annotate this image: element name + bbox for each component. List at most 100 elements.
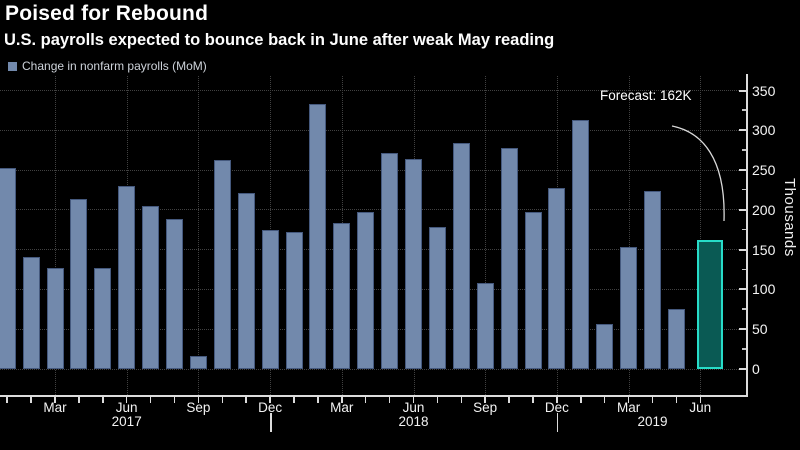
x-axis-month-label: Mar bbox=[43, 400, 67, 415]
bar-mar-2019 bbox=[620, 247, 638, 369]
x-axis-month-label: Jun bbox=[402, 400, 425, 415]
y-axis-tick-label: 350 bbox=[752, 82, 776, 99]
bar-oct-2018 bbox=[500, 147, 518, 369]
x-axis-tick bbox=[603, 397, 606, 403]
y-axis-minor-tick bbox=[742, 228, 746, 231]
bar-feb-2017 bbox=[22, 256, 40, 369]
x-axis-tick bbox=[556, 397, 558, 403]
bar-nov-2018 bbox=[524, 212, 542, 369]
x-axis-tick bbox=[460, 397, 463, 403]
x-axis-month-label: Mar bbox=[616, 400, 641, 415]
y-axis-tick-label: 150 bbox=[752, 241, 776, 258]
h-gridline bbox=[0, 209, 743, 211]
h-gridline bbox=[0, 129, 743, 131]
y-axis-tick bbox=[739, 248, 746, 251]
y-axis-tick bbox=[739, 328, 746, 331]
y-axis-minor-tick bbox=[742, 149, 746, 151]
legend-swatch-icon bbox=[8, 61, 17, 71]
bar-dec-2018 bbox=[548, 187, 566, 369]
y-axis-line bbox=[746, 74, 748, 397]
x-axis-tick bbox=[484, 397, 486, 403]
x-axis-tick bbox=[6, 397, 8, 403]
bar-feb-2019 bbox=[596, 324, 614, 369]
bar-jun-2018 bbox=[405, 158, 422, 369]
y-axis-minor-tick bbox=[742, 268, 746, 271]
year-separator bbox=[556, 413, 559, 432]
x-axis-year-label: 2018 bbox=[398, 414, 429, 429]
x-axis-tick bbox=[532, 397, 534, 403]
x-axis-month-label: Jun bbox=[689, 400, 712, 415]
bar-may-2017 bbox=[94, 267, 112, 369]
y-axis-tick-label: 50 bbox=[752, 321, 768, 338]
y-axis-tick bbox=[739, 129, 746, 132]
x-axis-tick bbox=[364, 397, 367, 403]
bar-aug-2018 bbox=[452, 143, 470, 369]
y-axis-minor-tick bbox=[742, 348, 746, 350]
bar-sep-2017 bbox=[189, 356, 207, 369]
bar-apr-2017 bbox=[70, 198, 88, 369]
h-gridline bbox=[0, 169, 743, 171]
y-axis-unit-label: Thousands bbox=[781, 178, 798, 257]
x-axis-month-label: Dec bbox=[544, 400, 569, 415]
x-axis-tick bbox=[412, 397, 415, 403]
y-axis-tick-label: 0 bbox=[752, 361, 760, 377]
y-axis-minor-tick bbox=[742, 188, 746, 191]
x-axis-month-label: Sep bbox=[473, 400, 498, 415]
x-axis-month-label: Mar bbox=[330, 400, 354, 415]
bar-may-2019 bbox=[667, 309, 685, 369]
bar-mar-2017 bbox=[46, 267, 64, 369]
year-separator bbox=[270, 413, 272, 432]
bar-apr-2018 bbox=[357, 212, 375, 369]
x-axis-tick bbox=[317, 397, 319, 403]
x-axis-tick bbox=[341, 397, 343, 403]
v-gridline bbox=[198, 76, 200, 395]
v-gridline bbox=[485, 76, 487, 395]
x-axis-tick bbox=[675, 397, 678, 403]
bar-jan-2017 bbox=[0, 167, 16, 369]
chart-title: Poised for Rebound bbox=[5, 2, 209, 25]
x-axis-tick bbox=[245, 397, 247, 403]
x-axis-tick bbox=[580, 397, 582, 403]
x-axis-year-label: 2019 bbox=[637, 414, 668, 429]
bar-sep-2018 bbox=[476, 283, 494, 369]
bar-oct-2017 bbox=[213, 159, 231, 369]
x-axis-line bbox=[0, 395, 748, 397]
x-axis-tick bbox=[54, 397, 56, 403]
bar-jan-2018 bbox=[285, 232, 303, 369]
x-axis-tick bbox=[173, 397, 176, 403]
x-axis-tick bbox=[149, 397, 152, 403]
forecast-bar bbox=[697, 240, 724, 369]
x-axis-tick bbox=[30, 397, 32, 403]
y-axis-minor-tick bbox=[742, 109, 746, 111]
bar-mar-2018 bbox=[333, 222, 351, 369]
x-axis-tick bbox=[436, 397, 439, 403]
y-axis-tick bbox=[739, 208, 746, 211]
bar-jan-2019 bbox=[572, 119, 590, 369]
v-gridline bbox=[628, 76, 630, 395]
x-axis-tick bbox=[78, 397, 80, 403]
x-axis-tick bbox=[197, 397, 200, 403]
x-axis-tick bbox=[508, 397, 510, 403]
bar-jul-2017 bbox=[142, 205, 160, 369]
bar-feb-2018 bbox=[309, 104, 327, 369]
bar-may-2018 bbox=[381, 153, 399, 369]
x-axis-tick bbox=[125, 397, 128, 403]
y-axis-tick bbox=[739, 169, 746, 172]
x-axis-tick bbox=[221, 397, 224, 403]
x-axis-tick bbox=[388, 397, 391, 403]
bar-aug-2017 bbox=[166, 219, 183, 369]
x-axis-tick bbox=[269, 397, 271, 403]
v-gridline bbox=[700, 76, 702, 395]
x-axis-tick bbox=[102, 397, 104, 403]
y-axis-tick-label: 200 bbox=[752, 201, 776, 218]
legend-label: Change in nonfarm payrolls (MoM) bbox=[22, 59, 207, 73]
x-axis-month-label: Sep bbox=[186, 400, 211, 415]
legend: Change in nonfarm payrolls (MoM) bbox=[8, 59, 207, 73]
x-axis-tick bbox=[627, 397, 630, 403]
y-axis-tick bbox=[739, 368, 746, 370]
x-axis-month-label: Jun bbox=[115, 400, 138, 415]
v-gridline bbox=[55, 76, 56, 395]
x-axis-month-label: Dec bbox=[258, 400, 283, 415]
